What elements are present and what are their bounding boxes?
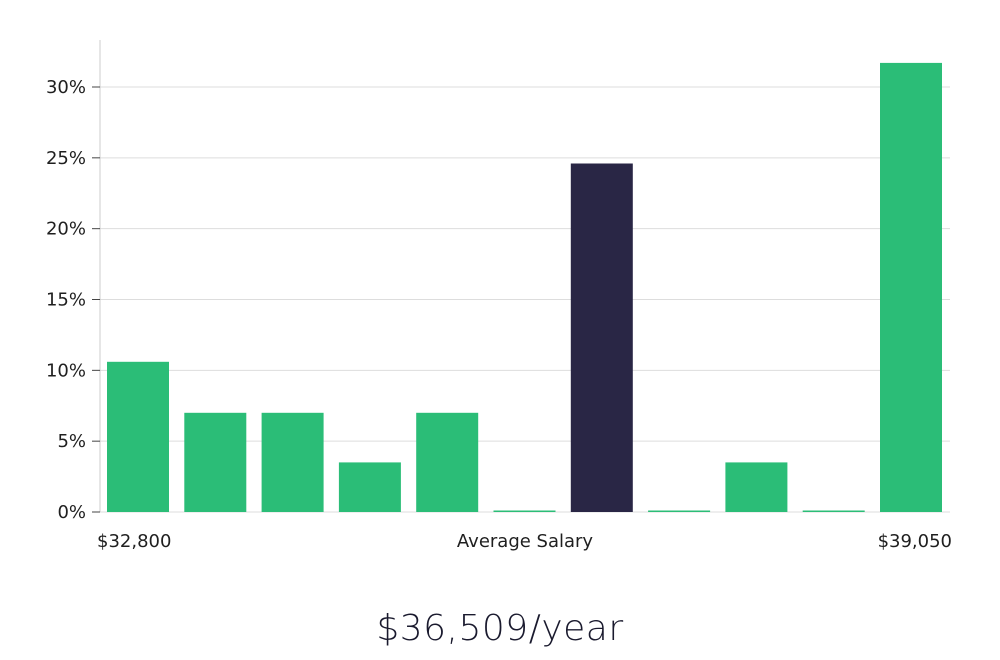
average-salary-value: $36,509/year [376,608,624,649]
bars [107,62,942,513]
salary-histogram-chart: 0% 5% 10% 15% 20% 25% 30% $32,800 Average Sala… [46,40,952,552]
y-tick-label: 10% [46,360,86,381]
bar [802,510,865,512]
y-tick-label: 30% [46,77,86,98]
y-tick-label: 0% [57,502,86,523]
bar-highlighted [570,163,633,512]
x-axis-title: Average Salary [457,531,594,552]
bar [416,412,479,512]
bar [107,361,169,512]
y-tick-label: 20% [46,219,86,240]
x-max-label: $39,050 [878,531,952,552]
bar [493,510,556,512]
bar [725,462,788,512]
x-min-label: $32,800 [97,531,171,552]
bar [184,412,247,512]
bar [338,462,401,512]
y-tick-label: 15% [46,290,86,311]
bar [880,62,942,513]
bar [648,510,711,512]
y-tick-labels: 0% 5% 10% 15% 20% 25% 30% [46,77,100,523]
y-tick-label: 5% [57,431,86,452]
y-tick-label: 25% [46,148,86,169]
bar [261,412,324,512]
